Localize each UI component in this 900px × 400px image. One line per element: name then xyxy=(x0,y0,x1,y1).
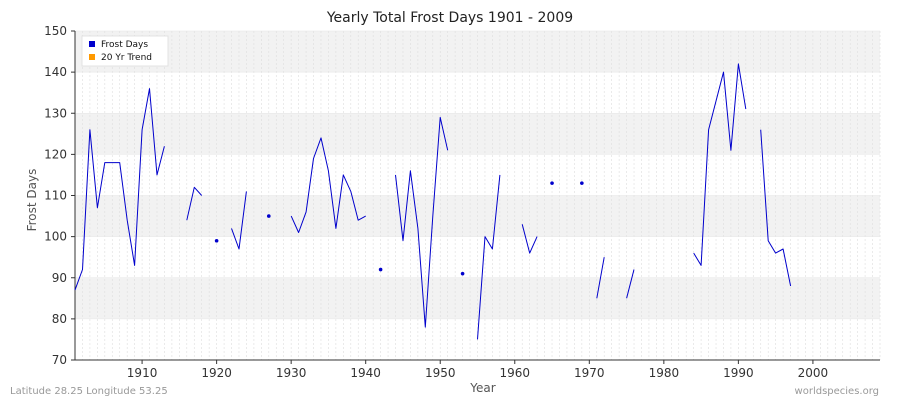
x-tick-label: 1950 xyxy=(425,366,456,380)
legend-label-trend: 20 Yr Trend xyxy=(101,53,152,63)
y-tick-label: 130 xyxy=(44,106,67,120)
footer-coordinates: Latitude 28.25 Longitude 53.25 xyxy=(10,386,168,397)
data-point-frost-days xyxy=(460,271,465,276)
y-axis-label: Frost Days xyxy=(25,169,39,232)
series-line-frost-days xyxy=(290,137,366,233)
series-line-frost-days xyxy=(395,116,449,328)
legend-box xyxy=(81,35,169,67)
x-tick-label: 1910 xyxy=(127,366,158,380)
data-point-frost-days xyxy=(378,267,383,272)
x-tick-label: 1990 xyxy=(723,366,754,380)
x-tick-label: 1960 xyxy=(499,366,530,380)
series-line-frost-days xyxy=(626,269,635,299)
y-tick-label: 80 xyxy=(52,312,67,326)
x-ticks: 1910 1920 1930 1940 1950 1960 1970 1980 1990 2000 xyxy=(127,360,828,380)
legend: Frost Days 20 Yr Trend xyxy=(81,35,169,67)
series-line-frost-days xyxy=(521,224,538,254)
x-tick-label: 1920 xyxy=(201,366,232,380)
y-tick-label: 140 xyxy=(44,65,67,79)
x-tick-label: 2000 xyxy=(798,366,829,380)
x-axis-label: Year xyxy=(469,381,495,395)
data-point-frost-days xyxy=(580,181,584,185)
series-line-frost-days xyxy=(693,63,747,266)
series-line-frost-days xyxy=(760,129,792,287)
grid xyxy=(74,30,881,361)
x-tick-label: 1940 xyxy=(350,366,381,380)
legend-swatch-frost-days xyxy=(89,41,95,47)
data-point-frost-days xyxy=(266,214,271,218)
y-ticks: 70 80 90 100 110 120 130 140 150 xyxy=(44,24,75,367)
data-point-frost-days xyxy=(214,238,219,243)
series-line-frost-days xyxy=(596,257,605,299)
chart-title: Yearly Total Frost Days 1901 - 2009 xyxy=(326,10,573,26)
legend-label-frost-days: Frost Days xyxy=(101,40,148,50)
series-line-frost-days xyxy=(186,186,203,221)
series-layer xyxy=(74,63,792,340)
x-tick-label: 1980 xyxy=(649,366,680,380)
y-tick-label: 120 xyxy=(44,147,67,161)
x-tick-label: 1970 xyxy=(574,366,605,380)
y-tick-label: 70 xyxy=(52,353,67,367)
x-tick-label: 1930 xyxy=(276,366,307,380)
series-line-frost-days xyxy=(231,191,247,250)
series-line-frost-days xyxy=(74,88,165,291)
y-tick-label: 100 xyxy=(44,230,67,244)
y-tick-label: 90 xyxy=(52,271,67,285)
series-line-frost-days xyxy=(477,174,501,340)
data-point-frost-days xyxy=(550,181,554,185)
legend-swatch-trend xyxy=(89,54,95,60)
footer-source: worldspecies.org xyxy=(795,386,879,397)
y-tick-label: 150 xyxy=(44,24,67,38)
y-tick-label: 110 xyxy=(44,189,67,203)
